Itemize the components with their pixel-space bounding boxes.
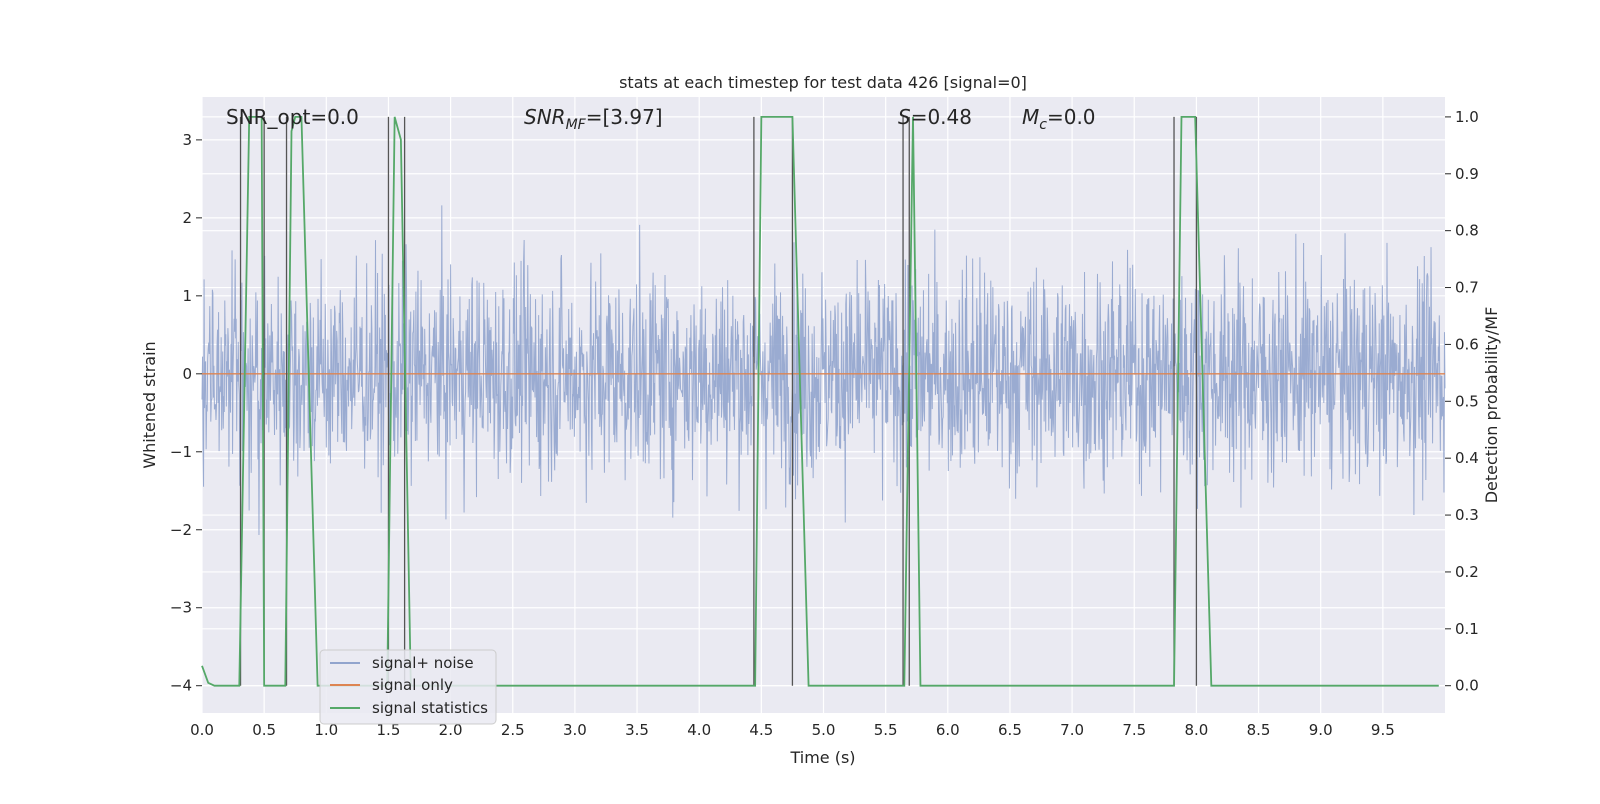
x-tick-label: 9.5	[1371, 721, 1395, 739]
mc-sub: c	[1039, 117, 1047, 133]
x-tick-label: 1.5	[377, 721, 401, 739]
y-tick-label: −1	[170, 443, 192, 461]
mc-base: M	[1022, 105, 1039, 129]
x-tick-label: 6.5	[998, 721, 1022, 739]
annotation-s: S=0.48	[898, 105, 972, 129]
y-tick-label: −3	[170, 599, 192, 617]
x-tick-label: 6.0	[936, 721, 960, 739]
y-tick-label: −2	[170, 521, 192, 539]
s-value: =0.48	[911, 105, 972, 129]
legend-label-statistics: signal statistics	[372, 699, 488, 717]
x-tick-label: 2.0	[439, 721, 463, 739]
x-tick-label: 5.0	[812, 721, 836, 739]
x-tick-label: 8.5	[1247, 721, 1271, 739]
legend-label-signal-only: signal only	[372, 676, 453, 694]
x-tick-label: 0.5	[252, 721, 276, 739]
y-right-tick-label: 0.7	[1455, 279, 1479, 297]
y-tick-label: 3	[182, 131, 192, 149]
y-right-tick-label: 0.1	[1455, 620, 1479, 638]
legend: signal+ noise signal only signal statist…	[319, 649, 497, 725]
x-tick-label: 7.0	[1060, 721, 1084, 739]
noise-line	[201, 205, 1446, 536]
x-tick-label: 0.0	[190, 721, 214, 739]
y-tick-label: 1	[182, 287, 192, 305]
y-ticks: 3 2 1 0 −1 −2 −3 −4	[170, 131, 202, 695]
y-right-ticks: 1.0 0.9 0.8 0.7 0.6 0.5 0.4 0.3 0.2 0.1 0.0	[1445, 108, 1479, 695]
y-right-tick-label: 0.5	[1455, 392, 1479, 410]
x-tick-label: 3.5	[625, 721, 649, 739]
y-right-tick-label: 0.6	[1455, 335, 1479, 353]
y-right-tick-label: 1.0	[1455, 108, 1479, 126]
y-right-axis-label: Detection probability/MF	[1482, 307, 1501, 504]
y-tick-label: 0	[182, 365, 192, 383]
noise-series	[201, 205, 1446, 536]
x-tick-label: 9.0	[1309, 721, 1333, 739]
annotation-snr-mf: SNRMF=[3.97]	[524, 105, 663, 133]
y-right-tick-label: 0.2	[1455, 563, 1479, 581]
x-tick-label: 3.0	[563, 721, 587, 739]
signal-statistics-line	[201, 116, 1439, 687]
legend-label-noise: signal+ noise	[372, 654, 474, 672]
x-tick-label: 4.5	[749, 721, 773, 739]
y-right-tick-label: 0.0	[1455, 677, 1479, 695]
y-axis-label: Whitened strain	[140, 341, 159, 468]
x-tick-label: 1.0	[314, 721, 338, 739]
snr-mf-sub: MF	[566, 117, 587, 133]
annotation-snr-opt: SNR_opt=0.0	[226, 105, 359, 129]
y-right-tick-label: 0.9	[1455, 165, 1479, 183]
x-tick-label: 7.5	[1122, 721, 1146, 739]
y-right-tick-label: 0.4	[1455, 449, 1479, 467]
signal-statistics-series	[201, 116, 1439, 687]
mc-value: =0.0	[1047, 105, 1096, 129]
snr-mf-base: SNR	[524, 105, 566, 129]
annotation-mc: Mc=0.0	[1022, 105, 1096, 133]
y-tick-label: −4	[170, 677, 192, 695]
y-right-tick-label: 0.3	[1455, 506, 1479, 524]
x-tick-label: 2.5	[501, 721, 525, 739]
x-tick-label: 4.0	[687, 721, 711, 739]
legend-box	[319, 649, 497, 725]
y-right-tick-label: 0.8	[1455, 222, 1479, 240]
x-axis-label: Time (s)	[789, 748, 855, 767]
chart-title: stats at each timestep for test data 426…	[619, 73, 1027, 92]
x-tick-label: 5.5	[874, 721, 898, 739]
y-tick-label: 2	[182, 209, 192, 227]
x-tick-label: 8.0	[1184, 721, 1208, 739]
x-ticks: 0.0 0.5 1.0 1.5 2.0 2.5 3.0 3.5 4.0 4.5 5.0 5.5 6.0 6…	[190, 721, 1395, 739]
s-symbol: S	[898, 105, 911, 129]
snr-mf-value: =[3.97]	[586, 105, 663, 129]
